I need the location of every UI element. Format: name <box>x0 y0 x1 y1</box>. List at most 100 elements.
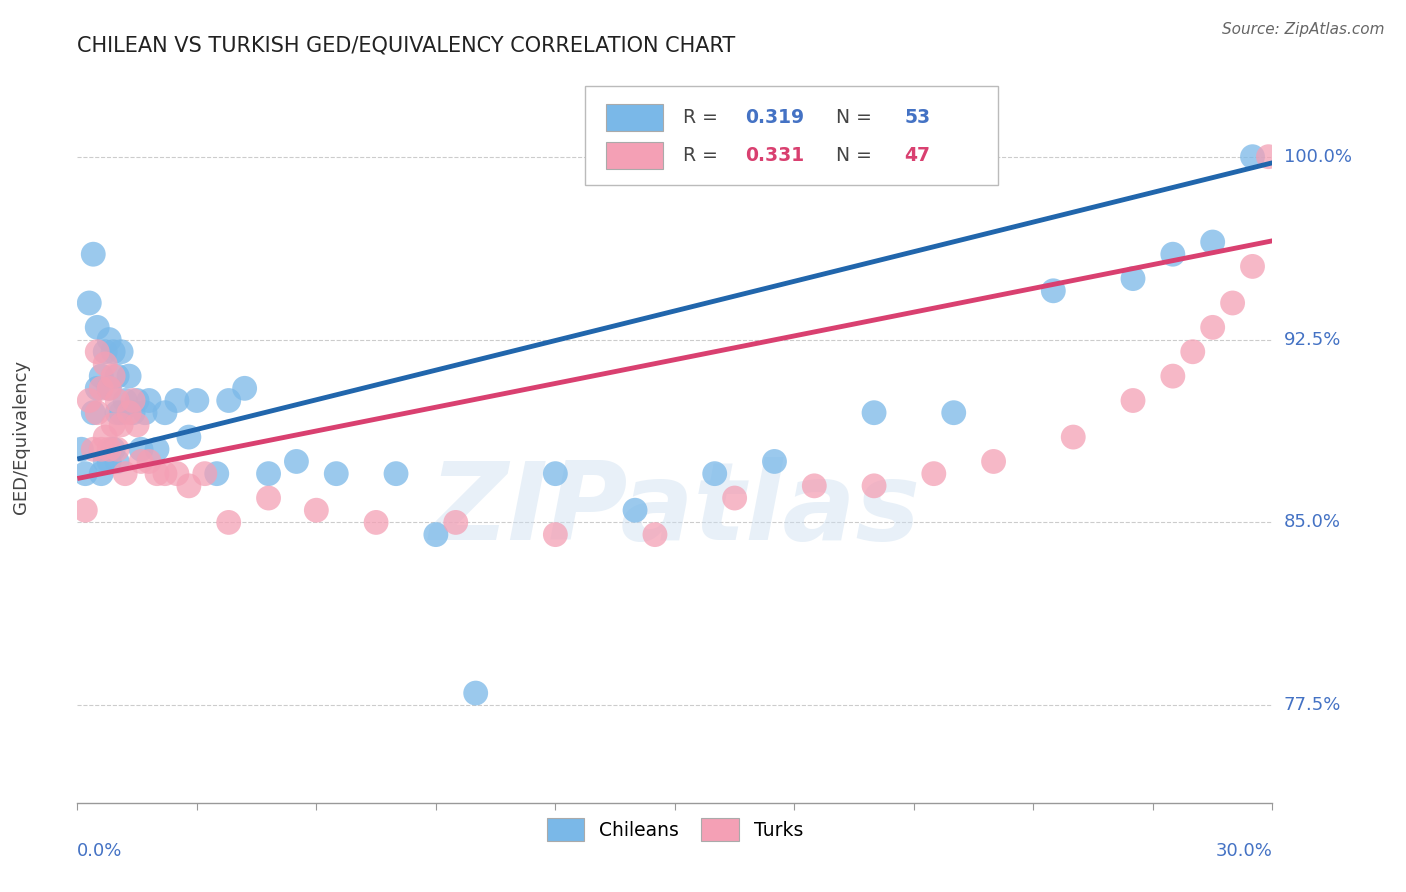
Point <box>1122 393 1144 408</box>
Text: 92.5%: 92.5% <box>1284 331 1341 349</box>
Point <box>644 527 666 541</box>
Point <box>79 393 101 408</box>
Point <box>86 406 108 420</box>
Point <box>1161 247 1184 261</box>
Point <box>724 491 747 505</box>
Point <box>94 430 117 444</box>
Point <box>305 503 328 517</box>
Point <box>444 516 467 530</box>
Point <box>177 479 200 493</box>
Point <box>98 442 121 457</box>
Point <box>105 454 128 468</box>
Text: 47: 47 <box>904 146 931 165</box>
Point <box>129 454 152 468</box>
Point <box>803 479 825 493</box>
Point <box>138 393 160 408</box>
Point <box>146 467 169 481</box>
Text: 85.0%: 85.0% <box>1284 514 1340 532</box>
Text: CHILEAN VS TURKISH GED/EQUIVALENCY CORRELATION CHART: CHILEAN VS TURKISH GED/EQUIVALENCY CORRE… <box>77 36 735 56</box>
Point <box>366 516 388 530</box>
Point <box>103 344 124 359</box>
Text: 0.331: 0.331 <box>745 146 804 165</box>
Text: 0.319: 0.319 <box>745 108 804 127</box>
Point <box>257 467 280 481</box>
Point <box>1161 369 1184 384</box>
Point <box>942 406 965 420</box>
Text: R =: R = <box>683 108 724 127</box>
Point <box>285 454 308 468</box>
Point <box>1201 320 1223 334</box>
Point <box>105 406 128 420</box>
Point <box>922 467 945 481</box>
Point <box>1122 271 1144 285</box>
Point <box>110 344 132 359</box>
Point <box>1062 430 1084 444</box>
Point <box>166 467 188 481</box>
Point <box>1257 150 1279 164</box>
Point <box>127 393 149 408</box>
Point <box>94 454 117 468</box>
Point <box>118 369 141 384</box>
Text: N =: N = <box>837 108 879 127</box>
Point <box>544 467 567 481</box>
Text: 30.0%: 30.0% <box>1216 842 1272 860</box>
Point <box>129 442 152 457</box>
Point <box>98 381 121 395</box>
Point <box>205 467 228 481</box>
Point <box>325 467 347 481</box>
Point <box>177 430 200 444</box>
Point <box>624 503 647 517</box>
Point <box>122 406 145 420</box>
Point <box>90 442 112 457</box>
Point <box>70 442 93 457</box>
Point <box>75 503 97 517</box>
Point <box>257 491 280 505</box>
Text: Source: ZipAtlas.com: Source: ZipAtlas.com <box>1222 22 1385 37</box>
Point <box>138 454 160 468</box>
Point <box>544 527 567 541</box>
Point <box>763 454 786 468</box>
Point <box>983 454 1005 468</box>
Point <box>1241 260 1264 274</box>
Point <box>218 393 240 408</box>
Point <box>90 467 112 481</box>
Point <box>134 406 156 420</box>
Point <box>82 247 104 261</box>
Point <box>1241 150 1264 164</box>
FancyBboxPatch shape <box>606 142 664 169</box>
FancyBboxPatch shape <box>585 86 998 185</box>
Point <box>103 442 124 457</box>
Point <box>103 417 124 432</box>
Point <box>1042 284 1064 298</box>
Point <box>75 467 97 481</box>
Text: ZIPatlas: ZIPatlas <box>429 458 921 563</box>
Point <box>82 406 104 420</box>
Point <box>86 344 108 359</box>
Point <box>863 479 886 493</box>
Point <box>186 393 208 408</box>
Point <box>98 381 121 395</box>
Point <box>122 393 145 408</box>
Point <box>105 393 128 408</box>
Text: 100.0%: 100.0% <box>1284 148 1351 166</box>
Point <box>1201 235 1223 249</box>
Point <box>1222 296 1244 310</box>
Point <box>105 369 128 384</box>
Point <box>1181 344 1204 359</box>
Point <box>90 369 112 384</box>
Text: N =: N = <box>837 146 879 165</box>
Point <box>90 381 112 395</box>
Point <box>464 686 486 700</box>
Point <box>153 406 176 420</box>
Point <box>105 442 128 457</box>
Point <box>94 344 117 359</box>
Point <box>114 467 136 481</box>
Point <box>218 516 240 530</box>
Text: 53: 53 <box>904 108 931 127</box>
Point <box>98 333 121 347</box>
Point <box>194 467 217 481</box>
Point <box>94 357 117 371</box>
Point <box>86 320 108 334</box>
FancyBboxPatch shape <box>606 103 664 131</box>
Point <box>82 442 104 457</box>
